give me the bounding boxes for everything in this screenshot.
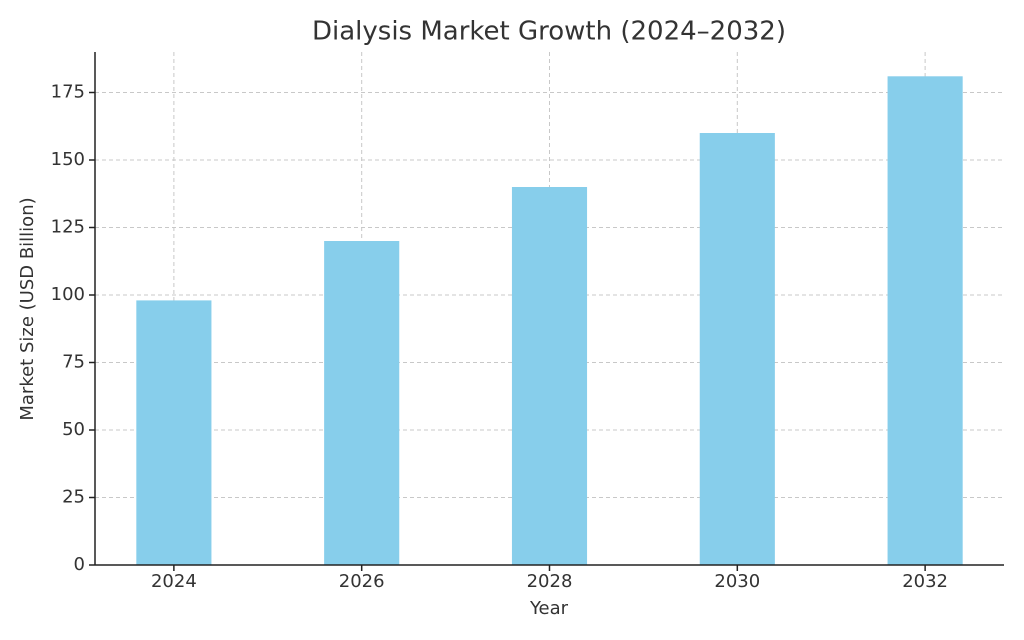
- bar: [511, 187, 588, 565]
- x-tick-label: 2032: [902, 571, 948, 592]
- y-tick-label: 75: [62, 352, 85, 373]
- y-tick-label: 150: [51, 149, 85, 170]
- y-tick-label: 0: [74, 554, 85, 575]
- y-tick-label: 125: [51, 217, 85, 238]
- bar: [699, 133, 775, 565]
- bar: [887, 76, 963, 566]
- chart-title: Dialysis Market Growth (2024–2032): [312, 17, 786, 47]
- x-tick-label: 2030: [714, 571, 760, 592]
- x-axis-label: Year: [529, 598, 569, 619]
- y-tick-label: 50: [62, 419, 85, 440]
- bar: [324, 241, 400, 565]
- x-tick-label: 2028: [527, 571, 573, 592]
- x-tick-label: 2026: [339, 571, 385, 592]
- y-tick-label: 100: [51, 284, 85, 305]
- x-tick-label: 2024: [151, 571, 197, 592]
- y-axis-label: Market Size (USD Billion): [17, 197, 38, 420]
- y-tick-label: 175: [51, 82, 85, 103]
- bar: [136, 300, 212, 565]
- y-tick-label: 25: [62, 487, 85, 508]
- bars: [136, 76, 963, 566]
- axes: 0 25 50 75 100 125 150 175 2024 2026 2028 2030 2032: [51, 52, 1004, 592]
